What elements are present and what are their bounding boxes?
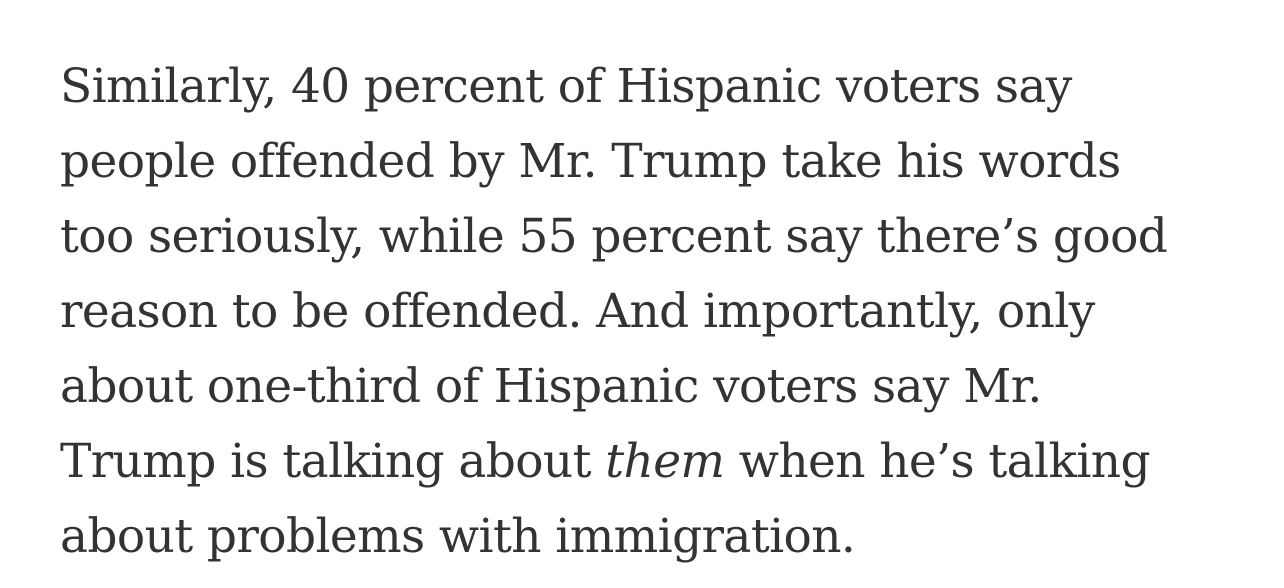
emphasized-word: them [605,434,725,489]
paragraph-line-6-end: when he’s talking [724,434,1151,489]
paragraph-line-5: about one-third of Hispanic voters say M… [60,359,1042,414]
paragraph-line-6-start: Trump is talking about [60,434,606,489]
paragraph-line-3: too seriously, while 55 percent say ther… [60,209,1168,264]
paragraph-line-4: reason to be offended. And importantly, … [60,284,1095,339]
paragraph-line-7: about problems with immigration. [60,509,856,564]
paragraph-line-6: Trump is talking about them when he’s ta… [60,424,1260,499]
article-paragraph: Similarly, 40 percent of Hispanic voters… [60,49,1260,574]
paragraph-line-1: Similarly, 40 percent of Hispanic voters… [60,59,1072,114]
paragraph-line-2: people offended by Mr. Trump take his wo… [60,134,1121,189]
